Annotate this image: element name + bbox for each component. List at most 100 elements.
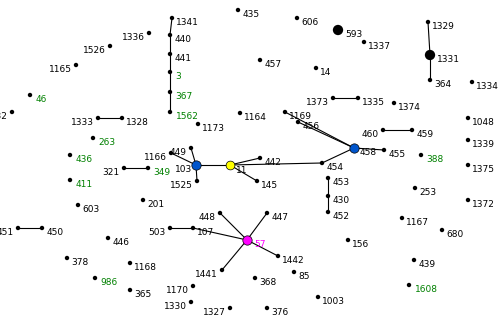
Text: 376: 376: [271, 308, 288, 317]
Text: 441: 441: [174, 54, 191, 63]
Text: 1173: 1173: [202, 124, 225, 133]
Text: 46: 46: [36, 95, 47, 104]
Text: 1442: 1442: [282, 256, 305, 265]
Text: 1327: 1327: [203, 308, 226, 317]
Point: [324, 176, 332, 181]
Point: [144, 165, 152, 170]
Text: 593: 593: [345, 30, 362, 39]
Point: [281, 109, 289, 115]
Text: 365: 365: [134, 290, 152, 299]
Text: 1339: 1339: [472, 140, 495, 149]
Point: [166, 32, 174, 38]
Point: [126, 287, 134, 292]
Text: 1003: 1003: [322, 297, 345, 306]
Text: 1375: 1375: [472, 165, 495, 174]
Point: [263, 306, 271, 311]
Text: 436: 436: [76, 155, 92, 164]
Text: 388: 388: [426, 155, 444, 164]
Point: [166, 90, 174, 95]
Point: [89, 135, 97, 141]
Text: 456: 456: [302, 122, 320, 131]
Text: 680: 680: [446, 230, 464, 239]
Point: [464, 162, 472, 168]
Text: 1331: 1331: [437, 55, 460, 64]
Text: 1048: 1048: [472, 118, 495, 127]
Text: 378: 378: [71, 258, 88, 267]
Text: 1330: 1330: [164, 302, 187, 311]
Point: [26, 92, 34, 98]
Text: 1372: 1372: [472, 200, 495, 209]
Text: 451: 451: [0, 228, 14, 237]
Point: [293, 15, 301, 21]
Point: [166, 69, 174, 74]
Point: [438, 228, 446, 233]
Point: [126, 260, 134, 265]
Text: 1334: 1334: [476, 82, 499, 91]
Text: 3: 3: [176, 72, 182, 81]
Text: 1608: 1608: [414, 285, 438, 294]
Text: 1336: 1336: [122, 33, 145, 42]
Text: 430: 430: [332, 196, 349, 205]
Text: 1337: 1337: [368, 42, 391, 51]
Point: [251, 275, 259, 281]
Point: [38, 225, 46, 230]
Point: [139, 197, 147, 203]
Text: 364: 364: [434, 80, 452, 89]
Point: [405, 282, 413, 288]
Point: [390, 100, 398, 106]
Text: 1332: 1332: [0, 112, 8, 121]
Point: [408, 127, 416, 133]
Text: 459: 459: [416, 130, 434, 139]
Point: [329, 95, 337, 100]
Point: [189, 225, 197, 230]
Point: [187, 299, 195, 305]
Text: 450: 450: [46, 228, 64, 237]
Text: 1328: 1328: [126, 118, 149, 127]
Point: [63, 256, 71, 261]
Point: [379, 127, 387, 133]
Text: 411: 411: [76, 180, 92, 189]
Text: 1374: 1374: [398, 103, 421, 112]
Text: 1341: 1341: [176, 18, 199, 27]
Text: 458: 458: [360, 148, 376, 157]
Point: [324, 194, 332, 199]
Text: 14: 14: [320, 68, 332, 77]
Point: [243, 238, 251, 243]
Text: 1333: 1333: [71, 118, 94, 127]
Point: [360, 39, 368, 45]
Text: 201: 201: [147, 200, 164, 209]
Point: [464, 197, 472, 203]
Point: [120, 165, 128, 170]
Text: 986: 986: [100, 278, 118, 287]
Text: 57: 57: [254, 240, 266, 249]
Point: [168, 15, 176, 21]
Point: [464, 116, 472, 121]
Point: [256, 155, 264, 160]
Point: [145, 30, 153, 36]
Point: [106, 43, 114, 48]
Point: [380, 147, 388, 152]
Point: [426, 52, 434, 57]
Point: [290, 269, 298, 274]
Point: [234, 7, 242, 13]
Point: [236, 110, 244, 116]
Text: 368: 368: [259, 278, 276, 287]
Text: 447: 447: [271, 213, 288, 222]
Point: [166, 51, 174, 56]
Text: 1166: 1166: [144, 153, 167, 162]
Point: [350, 145, 358, 151]
Text: 1526: 1526: [83, 46, 106, 55]
Text: 503: 503: [148, 228, 166, 237]
Text: 253: 253: [419, 188, 436, 197]
Point: [263, 211, 271, 216]
Text: 103: 103: [174, 165, 192, 174]
Text: 1373: 1373: [306, 98, 329, 107]
Point: [194, 121, 202, 126]
Point: [66, 152, 74, 158]
Text: 107: 107: [197, 228, 214, 237]
Point: [464, 137, 472, 143]
Point: [312, 65, 320, 71]
Text: 439: 439: [418, 260, 436, 269]
Point: [468, 79, 476, 84]
Text: 460: 460: [362, 130, 379, 139]
